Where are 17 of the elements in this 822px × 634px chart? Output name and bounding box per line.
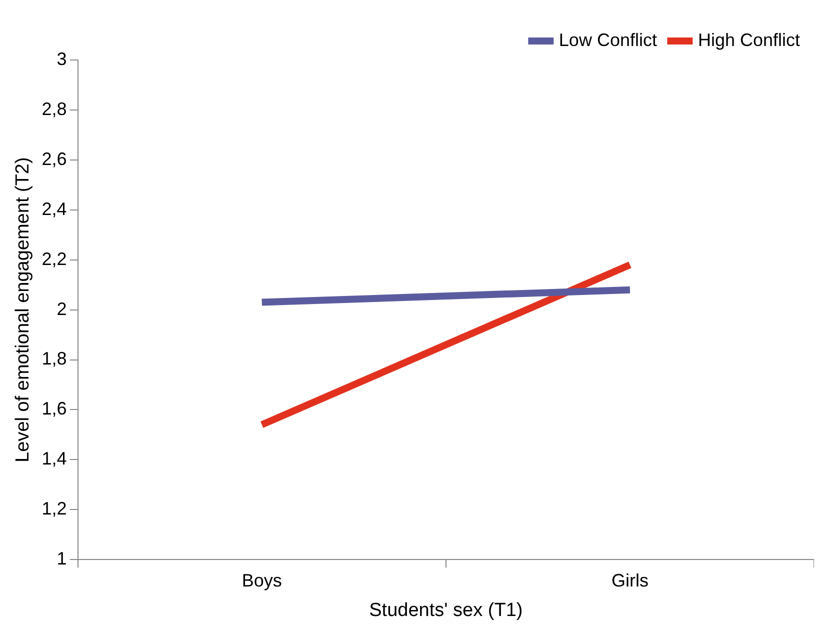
y-tick-label: 2,8 (42, 98, 67, 119)
y-tick-label: 1,2 (42, 498, 67, 519)
y-tick-label: 2 (56, 298, 67, 319)
x-axis-title: Students' sex (T1) (369, 600, 523, 621)
y-axis-title: Level of emotional engagement (T2) (12, 157, 34, 462)
y-tick-label: 1,8 (42, 348, 67, 369)
y-tick-label: 1,6 (42, 398, 67, 419)
y-tick-label: 1,4 (42, 448, 67, 469)
y-tick-label: 2,6 (42, 148, 67, 169)
y-tick-label: 1 (56, 548, 67, 569)
x-tick-label: Boys (242, 570, 282, 590)
legend-label: High Conflict (698, 30, 800, 50)
y-tick-label: 3 (56, 48, 67, 69)
y-tick-label: 2,4 (42, 198, 67, 219)
legend-label: Low Conflict (558, 30, 657, 50)
x-tick-label: Girls (611, 570, 648, 590)
y-tick-label: 2,2 (42, 248, 67, 269)
